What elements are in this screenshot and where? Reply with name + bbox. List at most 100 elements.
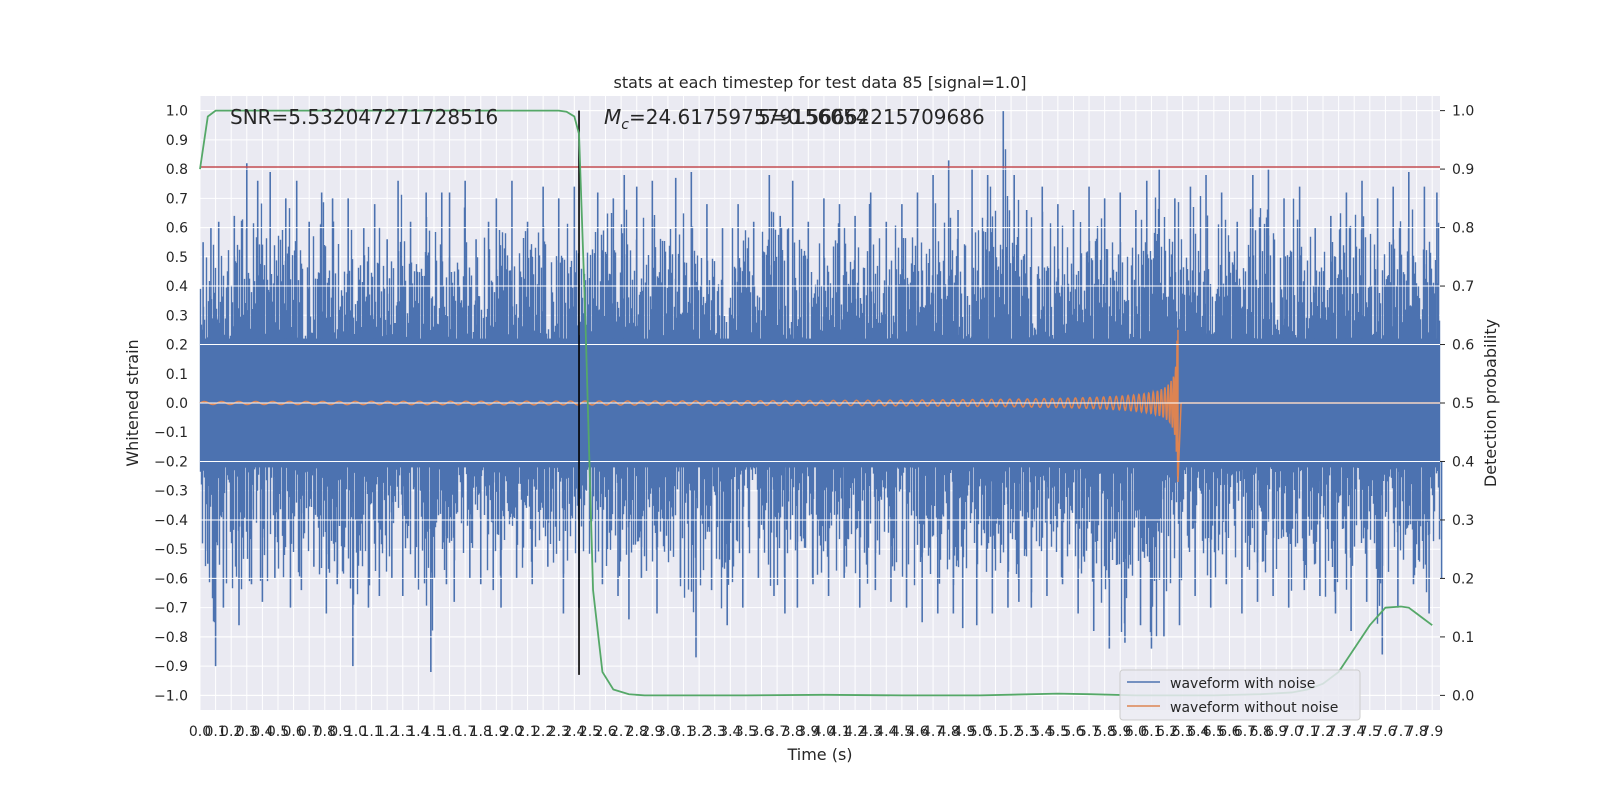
legend-label-noise: waveform with noise [1170,676,1315,692]
x-tick-label: 1.0 [345,724,367,740]
overlap-annotation: 5=0.56662215709686 [758,105,985,129]
x-tick-label: 4.2 [844,724,866,740]
x-tick-label: 6.1 [1140,724,1162,740]
x-tick-label: 4.3 [860,724,882,740]
x-tick-label: 5.5 [1047,724,1069,740]
x-tick-label: 2.3 [548,724,570,740]
series-waveform-without-noise [199,329,1440,482]
legend-label-clean: waveform without noise [1170,700,1338,716]
x-tick-label: 5.9 [1109,724,1131,740]
x-tick-label: 6.8 [1249,724,1271,740]
x-tick-label: 5.1 [984,724,1006,740]
detection-probability-trace [199,109,1433,697]
x-tick-label: 4.1 [828,724,850,740]
x-tick-label: 2.5 [579,724,601,740]
y-tick-label-right: 0.7 [1452,279,1474,295]
x-tick-label: 6.9 [1265,724,1287,740]
y-tick-label-left: −0.9 [154,659,188,675]
y-axis-label-right: Detection probability [1481,319,1500,487]
x-tick-label: 7.5 [1359,724,1381,740]
y-tick-label-left: 0.7 [166,191,188,207]
x-tick-label: 6.2 [1156,724,1178,740]
y-tick-label-left: −0.1 [154,425,188,441]
y-tick-label-right: 0.5 [1452,396,1474,412]
x-tick-label: 1.6 [438,724,460,740]
x-tick-label: 7.4 [1343,724,1365,740]
x-tick-label: 2.1 [516,724,538,740]
y-tick-label-left: −0.4 [154,513,188,529]
legend: waveform with noise waveform without noi… [1119,669,1361,721]
y-tick-label-left: −0.8 [154,630,188,646]
x-tick-label: 1.5 [423,724,445,740]
x-tick-label: 2.6 [594,724,616,740]
series-detection-probability [199,109,1433,697]
x-tick-label: 0.2 [220,724,242,740]
chirp-mass-subscript: c [621,117,629,133]
y-tick-label-left: −0.5 [154,542,188,558]
x-tick-label: 6.5 [1203,724,1225,740]
x-tick-label: 7.9 [1421,724,1443,740]
x-tick-label: 1.9 [485,724,507,740]
x-tick-label: 0.3 [236,724,258,740]
x-tick-label: 1.3 [392,724,414,740]
x-tick-label: 4.4 [875,724,897,740]
tick-labels: −1.0 −0.9 −0.8 −0.7 −0.6 −0.5 −0.4 −0.3 −0.2 −0.1… [154,104,1474,740]
x-tick-label: 7.2 [1312,724,1334,740]
x-tick-label: 5.4 [1031,724,1053,740]
x-tick-label: 6.0 [1125,724,1147,740]
x-tick-label: 1.1 [360,724,382,740]
y-tick-label-right: 0.0 [1452,688,1474,704]
chirp-mass-annotation: Mc=24.617597579156054 [604,105,868,133]
x-tick-label: 1.7 [454,724,476,740]
x-tick-label: 7.1 [1296,724,1318,740]
x-tick-label: 2.9 [641,724,663,740]
y-tick-label-left: 0.9 [166,133,188,149]
x-tick-label: 1.2 [376,724,398,740]
y-tick-label-right: 0.8 [1452,221,1474,237]
chirp-mass-symbol: M [604,105,621,129]
y-tick-label-right: 0.3 [1452,513,1474,529]
x-tick-label: 1.4 [407,724,429,740]
x-tick-label: 4.7 [922,724,944,740]
x-tick-label: 2.0 [501,724,523,740]
x-tick-label: 3.3 [704,724,726,740]
x-tick-label: 4.0 [813,724,835,740]
x-tick-label: 3.0 [657,724,679,740]
y-tick-label-left: 0.5 [166,250,188,266]
x-tick-label: 4.6 [906,724,928,740]
y-tick-label-right: 0.4 [1452,454,1474,470]
chirp-mass-value: =24.617597579156054 [629,105,868,129]
x-tick-label: 5.6 [1062,724,1084,740]
y-tick-label-left: −0.7 [154,601,188,617]
y-tick-label-left: 0.8 [166,162,188,178]
x-tick-label: 0.6 [282,724,304,740]
x-tick-label: 7.0 [1281,724,1303,740]
y-tick-label-left: 0.4 [166,279,188,295]
x-tick-label: 2.7 [610,724,632,740]
x-tick-label: 2.4 [563,724,585,740]
y-tick-label-left: 0.2 [166,338,188,354]
x-tick-label: 0.5 [267,724,289,740]
x-tick-label: 0.7 [298,724,320,740]
y-tick-label-right: 0.6 [1452,338,1474,354]
chart-title: stats at each timestep for test data 85 … [614,73,1027,92]
x-tick-label: 3.9 [797,724,819,740]
y-tick-label-left: −0.6 [154,571,188,587]
y-tick-label-left: −0.3 [154,484,188,500]
y-tick-label-left: 0.0 [166,396,188,412]
y-tick-label-left: 0.1 [166,367,188,383]
x-tick-label: 6.3 [1172,724,1194,740]
y-tick-label-left: −0.2 [154,454,188,470]
x-tick-label: 4.9 [953,724,975,740]
x-tick-label: 7.3 [1327,724,1349,740]
y-tick-label-right: 0.2 [1452,571,1474,587]
y-tick-label-right: 0.9 [1452,162,1474,178]
y-axis-label-left: Whitened strain [123,339,142,466]
x-tick-label: 0.1 [204,724,226,740]
x-tick-label: 5.7 [1078,724,1100,740]
x-tick-label: 3.8 [782,724,804,740]
x-tick-label: 5.8 [1094,724,1116,740]
x-tick-label: 1.8 [470,724,492,740]
x-tick-label: 5.2 [1000,724,1022,740]
